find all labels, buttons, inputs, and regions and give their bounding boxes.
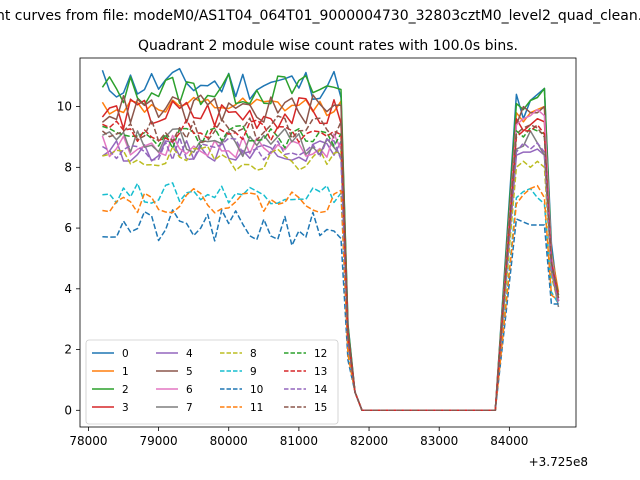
x-tick-label: 79000 (139, 434, 177, 448)
series-8-line (102, 145, 560, 412)
legend-label-13: 13 (314, 366, 327, 378)
x-tick-label: 82000 (350, 434, 388, 448)
legend-label-2: 2 (122, 384, 129, 396)
legend-label-1: 1 (122, 366, 129, 378)
x-tick-label: 78000 (69, 434, 107, 448)
x-tick-label: 83000 (420, 434, 458, 448)
y-tick-label: 10 (57, 100, 72, 114)
x-tick-label: 84000 (490, 434, 528, 448)
legend-label-11: 11 (250, 402, 263, 414)
axes-frame (79, 57, 577, 428)
legend-label-12: 12 (314, 348, 327, 360)
legend-label-9: 9 (250, 366, 257, 378)
x-axis-offset-label: +3.725e8 (529, 455, 588, 469)
legend-label-15: 15 (314, 402, 327, 414)
legend-label-4: 4 (186, 348, 193, 360)
legend-label-6: 6 (186, 384, 193, 396)
y-tick-label: 0 (64, 403, 72, 417)
x-axis: 78000 79000 80000 81000 82000 83000 84000 (69, 427, 528, 448)
series-15-line (101, 115, 560, 412)
legend-label-3: 3 (122, 402, 129, 414)
x-tick-label: 80000 (210, 434, 248, 448)
legend-label-0: 0 (122, 348, 129, 360)
y-tick-label: 6 (64, 221, 72, 235)
series-13-line (102, 119, 560, 412)
legend-label-14: 14 (314, 384, 328, 396)
legend-label-7: 7 (186, 402, 193, 414)
y-axis: 0 2 4 6 8 10 (57, 100, 80, 417)
legend-label-5: 5 (186, 366, 193, 378)
chart-title: Quadrant 2 module wise count rates with … (138, 38, 518, 54)
x-tick-label: 81000 (280, 434, 318, 448)
y-tick-label: 4 (64, 282, 72, 296)
y-tick-label: 8 (64, 160, 72, 174)
legend-label-10: 10 (250, 384, 263, 396)
figure-suptitle: Light curves from file: modeM0/AS1T04_06… (0, 8, 640, 24)
plot-lines (101, 67, 560, 412)
legend-label-8: 8 (250, 348, 257, 360)
y-tick-label: 2 (64, 343, 72, 357)
legend-box (85, 339, 339, 425)
